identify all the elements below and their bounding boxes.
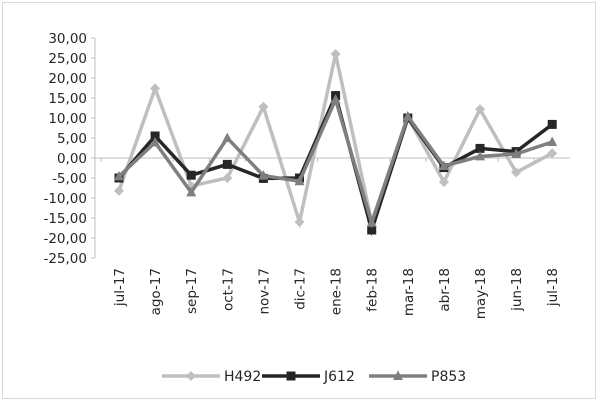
series-line-p853 xyxy=(117,94,553,229)
data-point xyxy=(294,175,305,186)
legend-label: H492 xyxy=(224,369,261,385)
series-p853 xyxy=(114,94,558,229)
series-line-h492 xyxy=(117,53,554,229)
data-point xyxy=(186,186,197,197)
y-tick-label: -5,00 xyxy=(52,171,87,187)
legend-label: J612 xyxy=(323,369,355,385)
x-tick-label: jul-17 xyxy=(112,268,128,307)
x-axis-tick-labels: jul-17 ago-17 sep-17 oct-17 nov-17 dic-17 ene-… xyxy=(112,268,561,319)
data-point xyxy=(475,150,485,161)
data-point xyxy=(150,136,161,147)
series-layer xyxy=(114,49,558,237)
y-tick-label: -20,00 xyxy=(43,231,87,247)
y-tick-label: -15,00 xyxy=(43,211,87,227)
data-point xyxy=(114,185,124,196)
x-tick-label: jul-18 xyxy=(545,268,561,307)
data-point xyxy=(475,143,485,153)
y-tick-label: -10,00 xyxy=(43,191,87,207)
x-tick-label: ene-18 xyxy=(329,268,345,315)
data-point xyxy=(294,217,305,227)
x-tick-label: feb-18 xyxy=(365,268,381,312)
x-tick-label: dic-17 xyxy=(293,268,309,310)
data-point xyxy=(475,104,485,115)
data-point xyxy=(330,94,341,104)
legend: H492 J612 P853 xyxy=(162,369,466,385)
x-tick-label: sep-17 xyxy=(184,268,200,314)
y-tick-label: 0,00 xyxy=(57,151,87,167)
y-tick-label: 25,00 xyxy=(48,51,87,67)
x-tick-label: ago-17 xyxy=(148,268,164,315)
legend-item-j612: J612 xyxy=(262,369,355,385)
x-tick-label: nov-17 xyxy=(256,268,272,315)
legend-item-h492: H492 xyxy=(162,369,261,385)
data-point xyxy=(402,110,413,121)
data-point xyxy=(547,148,558,159)
data-point xyxy=(367,225,377,235)
series-h492 xyxy=(114,49,558,229)
legend-item-p853: P853 xyxy=(369,369,466,385)
data-point xyxy=(258,170,269,180)
data-point xyxy=(330,49,341,59)
data-point xyxy=(258,101,269,112)
data-point xyxy=(366,217,377,227)
x-tick-label: may-18 xyxy=(473,268,489,319)
data-point xyxy=(222,173,233,183)
data-point xyxy=(547,136,558,146)
x-tick-label: abr-18 xyxy=(437,268,453,312)
y-axis-tick-labels: 30,00 25,00 20,00 15,00 10,00 5,00 0,00 -5,00 -1… xyxy=(43,31,87,267)
x-tick-label: mar-18 xyxy=(401,268,417,316)
y-tick-label: -25,00 xyxy=(43,251,87,267)
data-point xyxy=(438,177,449,187)
chart-area xyxy=(2,2,596,399)
data-point xyxy=(114,170,124,181)
y-tick-label: 30,00 xyxy=(48,31,87,47)
data-point xyxy=(511,167,522,178)
legend-label: P853 xyxy=(431,369,466,385)
data-point xyxy=(186,170,196,180)
legend-marker xyxy=(286,371,296,381)
y-tick-label: 15,00 xyxy=(48,91,87,107)
legend-marker xyxy=(186,371,196,381)
data-point xyxy=(150,83,161,94)
data-point xyxy=(222,132,233,142)
legend-marker xyxy=(393,370,403,380)
data-point xyxy=(222,159,232,169)
y-tick-label: 20,00 xyxy=(48,71,87,87)
data-point xyxy=(511,148,522,158)
series-j612 xyxy=(114,90,557,237)
x-tick-label: oct-17 xyxy=(220,268,236,311)
data-point xyxy=(438,160,449,170)
data-point xyxy=(150,131,160,141)
data-point xyxy=(547,119,557,129)
x-tick-label: jun-18 xyxy=(509,268,525,312)
y-tick-label: 5,00 xyxy=(57,131,87,147)
y-tick-label: 10,00 xyxy=(48,111,87,127)
